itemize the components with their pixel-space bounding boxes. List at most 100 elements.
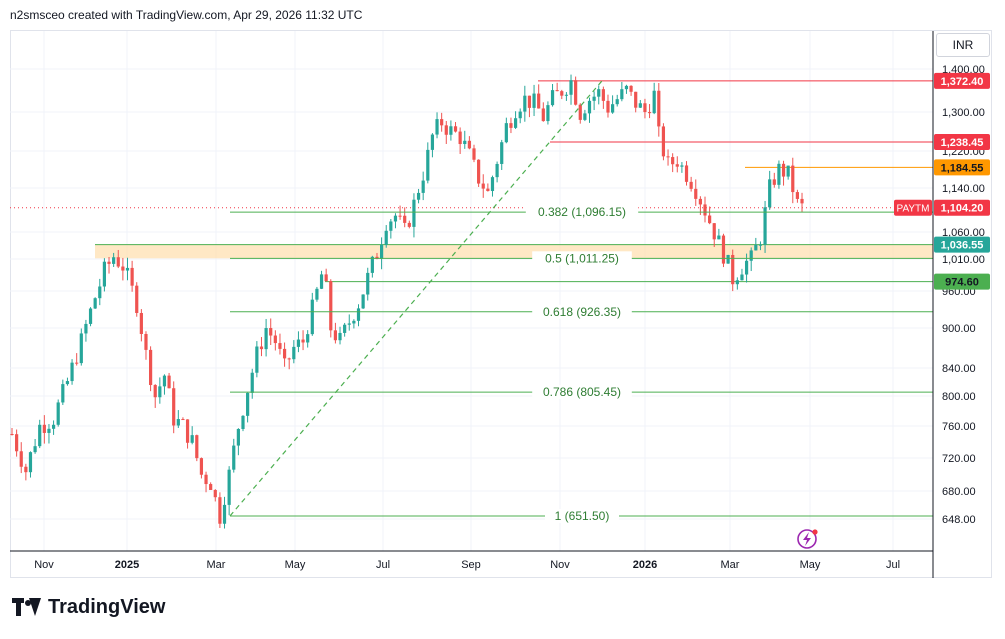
candle-up [79, 333, 83, 364]
candle-up [102, 261, 106, 287]
candle-up [569, 80, 573, 95]
candle-down [791, 165, 795, 193]
candle-up [319, 274, 324, 289]
currency-button[interactable]: INR [936, 33, 990, 57]
candle-up [343, 324, 347, 333]
candle-up [490, 177, 495, 192]
candle-up [592, 96, 596, 101]
y-tick-label: 1,010.00 [942, 254, 985, 266]
candle-down [121, 266, 125, 271]
brand-name: TradingView [48, 596, 166, 618]
fib-level-label: 0.786 (805.45) [543, 385, 621, 399]
candle-down [555, 90, 559, 92]
price-label: 1,238.45 [941, 137, 984, 149]
candle-down [15, 434, 19, 452]
candle-up [236, 428, 240, 446]
candle-down [689, 181, 693, 189]
y-tick-label: 800.00 [942, 391, 976, 403]
price-label-bg [934, 199, 990, 216]
candle-up [380, 244, 384, 259]
y-tick-label: 1,140.00 [942, 183, 985, 195]
x-tick-label: Mar [207, 559, 226, 571]
y-tick-label: 680.00 [942, 486, 976, 498]
price-label: 1,104.20 [941, 203, 984, 215]
candle-down [731, 254, 735, 285]
candle-down [444, 125, 448, 135]
candle-up [241, 415, 245, 429]
candle-down [578, 104, 582, 120]
candle-up [306, 334, 310, 343]
candle-up [564, 94, 568, 96]
candle-up [296, 339, 301, 347]
candle-up [744, 260, 749, 275]
candle-down [643, 103, 647, 113]
candle-up [449, 126, 453, 135]
candle-up [38, 424, 42, 447]
candle-down [467, 140, 471, 149]
candle-down [472, 148, 476, 160]
candle-up [28, 452, 33, 473]
candle-down [24, 466, 28, 473]
candle-up [500, 142, 504, 164]
x-tick-label: Mar [721, 559, 740, 571]
candle-up [310, 299, 314, 335]
candle-down [666, 156, 670, 158]
price-label: 1,372.40 [941, 76, 984, 88]
candle-up [749, 250, 753, 261]
price-label-bg [934, 236, 990, 253]
price-label: 1,184.55 [941, 162, 984, 174]
candle-up [347, 323, 351, 325]
candle-up [190, 435, 194, 443]
candle-up [421, 180, 425, 193]
candle-up [162, 375, 167, 387]
candle-down [278, 343, 282, 349]
candle-up [777, 163, 781, 185]
candle-down [116, 257, 120, 267]
x-tick-label: Jul [886, 559, 900, 571]
candle-down [698, 198, 702, 205]
candle-up [504, 123, 508, 143]
candle-up [426, 149, 430, 181]
tradingview-brand[interactable]: TradingView [12, 596, 165, 619]
candle-down [795, 192, 799, 199]
candle-down [144, 333, 148, 350]
candle-up [786, 165, 790, 177]
candle-down [703, 204, 707, 216]
candle-up [112, 257, 116, 264]
candle-up [597, 89, 601, 97]
candle-down [527, 95, 532, 108]
candle-down [560, 91, 564, 96]
x-tick-label: Nov [550, 559, 570, 571]
candle-up [680, 165, 684, 167]
candle-down [135, 285, 139, 313]
fib-level-label: 0.382 (1,096.15) [538, 205, 626, 219]
candle-up [583, 113, 587, 120]
price-label-bg [934, 72, 990, 89]
candle-up [65, 381, 70, 385]
symbol-tag-bg [894, 199, 932, 216]
candle-down [403, 215, 407, 223]
price-label: 974.60 [945, 277, 979, 289]
y-tick-label: 1,060.00 [942, 227, 985, 239]
x-tick-label: Sep [461, 559, 481, 571]
zone-rect [95, 244, 933, 259]
candle-down [273, 335, 277, 344]
fib-level-label: 0.5 (1,011.25) [545, 251, 619, 265]
y-tick-label: 840.00 [942, 363, 976, 375]
price-label-bg [934, 159, 990, 176]
candle-up [518, 111, 522, 119]
symbol-tag: PAYTM [897, 204, 930, 215]
candle-up [495, 163, 499, 178]
candle-down [721, 235, 726, 264]
fib-retracement: 0.382 (1,096.15) 0.5 (1,011.25) 0.618 (926… [229, 80, 933, 523]
chart-grid [10, 31, 933, 551]
x-tick-label: 2026 [633, 559, 657, 571]
candle-up [352, 320, 356, 324]
candle-down [684, 165, 689, 182]
candle-up [61, 384, 65, 403]
price-label: 1,036.55 [941, 240, 984, 252]
candle-up [98, 286, 102, 299]
candle-up [412, 199, 416, 227]
tradingview-logo-icon [12, 597, 42, 618]
